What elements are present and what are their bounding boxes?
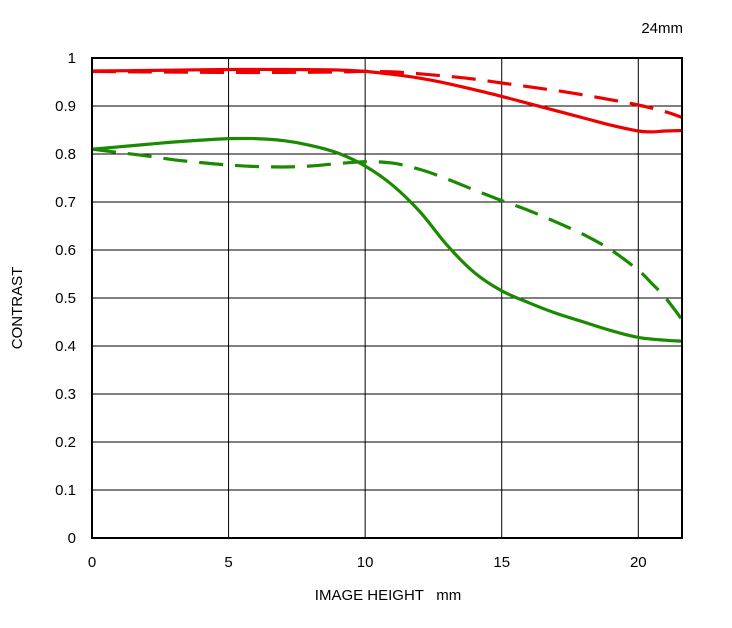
focal-length-label: 24mm — [641, 20, 683, 37]
grid — [91, 57, 682, 539]
y-tick-label: 0.4 — [55, 338, 76, 355]
series-line-red-dashed — [91, 69, 683, 120]
series-line-green-solid — [91, 136, 683, 343]
x-axis-label: IMAGE HEIGHT mm — [315, 587, 461, 604]
series-group — [91, 67, 684, 343]
y-tick-label: 0.6 — [55, 242, 76, 259]
y-tick-label: 0 — [68, 530, 76, 547]
x-tick-label: 15 — [493, 554, 510, 571]
y-tick-label: 0.1 — [55, 482, 76, 499]
y-tick-labels: 0 0.1 0.2 0.3 0.4 0.5 0.6 0.7 0.8 0.9 1 — [55, 50, 76, 547]
x-tick-label: 0 — [88, 554, 96, 571]
y-tick-label: 0.2 — [55, 434, 76, 451]
series-line-red-solid — [91, 67, 683, 134]
x-tick-label: 20 — [630, 554, 647, 571]
y-tick-label: 0.9 — [55, 98, 76, 115]
y-tick-label: 1 — [68, 50, 76, 67]
x-tick-label: 10 — [357, 554, 374, 571]
y-tick-label: 0.8 — [55, 146, 76, 163]
plot-frame — [91, 57, 683, 539]
y-tick-label: 0.5 — [55, 290, 76, 307]
x-tick-labels: 0 5 10 15 20 — [88, 554, 647, 571]
series-line-green-dashed — [91, 147, 684, 321]
y-tick-label: 0.7 — [55, 194, 76, 211]
y-axis-label: CONTRAST — [9, 267, 26, 350]
y-tick-label: 0.3 — [55, 386, 76, 403]
x-tick-label: 5 — [224, 554, 232, 571]
